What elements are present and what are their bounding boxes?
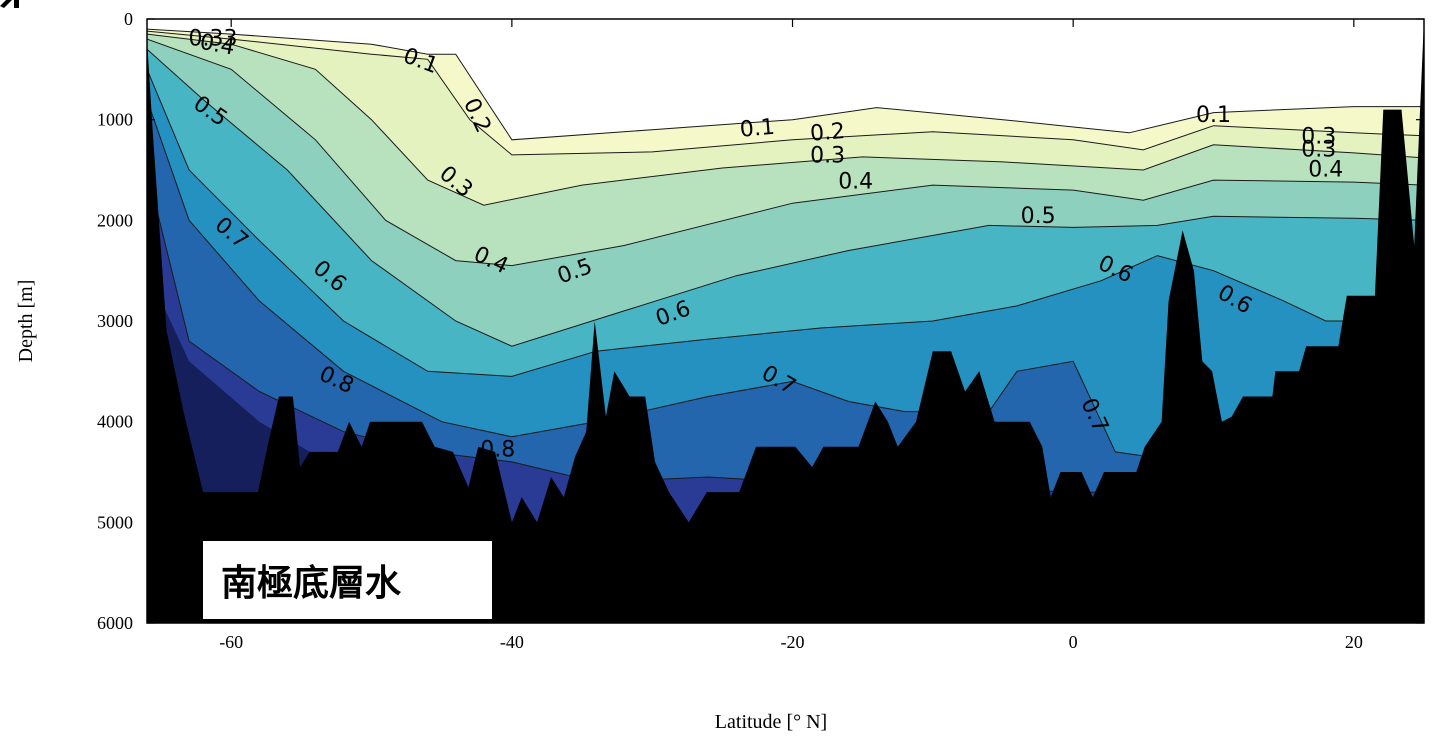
y-tick-label: 4000 [97,412,133,432]
contour-label: 0.4 [1308,158,1343,183]
y-tick-label: 1000 [97,110,133,130]
contour-label: 0.4 [198,30,237,61]
plot-area: 0.10.1 0.10.2 0.20.30.30.30.30.330.40.40.4… [147,19,1424,623]
contour-line-0.6 [147,69,1424,377]
corner-glyph-fragment [0,0,19,8]
x-tick-label: -20 [781,632,805,652]
contour-label: 0.2 [809,119,846,147]
x-tick-label: 20 [1345,632,1363,652]
y-tick-label: 5000 [97,512,133,532]
contour-line-0.5 [147,48,1424,347]
contour-label: 0.5 [1021,204,1056,229]
x-axis: -60 -40 -20 0 20 [219,19,1363,652]
contour-label: 0.3 [810,143,845,168]
x-tick-label: 0 [1069,632,1078,652]
y-axis: 0 1000 2000 3000 4000 5000 6000 [97,9,1424,633]
contour-label: 0.3 [1301,124,1336,149]
contour-label: 0.3 [1301,137,1336,162]
x-tick-label: -40 [500,632,524,652]
y-tick-label: 6000 [97,613,133,633]
y-tick-label: 3000 [97,311,133,331]
contour-line-0.1 [147,28,1424,141]
contour-line-0.2 [147,30,1424,156]
contour-label: 0.33 [189,27,238,52]
y-tick-label: 2000 [97,210,133,230]
contour-label: 0.8 [480,437,515,462]
x-tick-label: -60 [219,632,243,652]
contour-label: 0.4 [838,170,873,195]
annotation-box: 南極底層水 [203,541,492,619]
contour-line-0.4 [147,38,1424,267]
contour-line-0.3 [147,33,1424,206]
y-tick-label: 0 [124,9,133,29]
x-axis-title: Latitude [° N] [715,711,827,733]
y-axis-title: Depth [m] [15,280,37,363]
contour-label: 0.1 [1196,103,1231,128]
contour-label: 0.1 [739,115,776,143]
annotation-text: 南極底層水 [221,563,402,604]
bathymetry [147,19,1424,623]
